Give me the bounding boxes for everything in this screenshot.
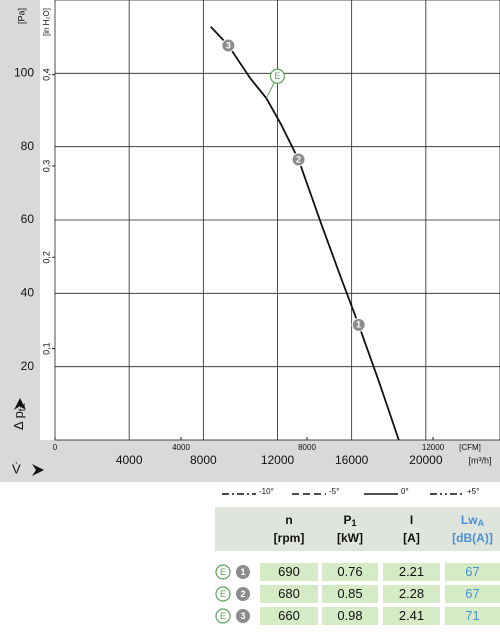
operating-point bbox=[221, 38, 236, 53]
x2-tick-label: 4000 bbox=[172, 443, 190, 452]
table-header: LwA bbox=[461, 513, 485, 528]
table-cell: 67 bbox=[465, 586, 479, 601]
legend-label: -10° bbox=[259, 487, 274, 496]
x-unit: [m³/h] bbox=[468, 455, 491, 465]
header-sub: 1 bbox=[352, 518, 357, 528]
table-cell: 680 bbox=[278, 586, 300, 601]
annotation-label: E bbox=[274, 71, 280, 81]
y2-tick-label: 0,4 bbox=[41, 68, 51, 81]
operating-point bbox=[291, 152, 306, 167]
x2-tick-label: 8000 bbox=[298, 443, 316, 452]
table-cell-bg bbox=[445, 585, 500, 603]
table-header: n bbox=[285, 513, 292, 527]
table-cell-bg bbox=[260, 585, 318, 603]
row-mode: E bbox=[220, 589, 226, 599]
row-mode-marker bbox=[215, 608, 231, 624]
table-header-unit: [rpm] bbox=[274, 531, 305, 545]
x-tick-label: 8000 bbox=[190, 453, 217, 467]
operating-point bbox=[351, 317, 366, 332]
header-sub: A bbox=[478, 518, 485, 528]
y2-unit: [in H₂O] bbox=[42, 8, 51, 36]
table-header: P1 bbox=[343, 513, 356, 528]
x-tick-label: 20000 bbox=[409, 453, 443, 467]
row-point: 3 bbox=[240, 611, 245, 621]
table-cell: 2.21 bbox=[399, 564, 424, 579]
y-unit: [Pa] bbox=[16, 8, 26, 24]
table-header-unit: [dB(A)] bbox=[452, 531, 493, 545]
table-cell: 690 bbox=[278, 564, 300, 579]
row-point-marker bbox=[236, 587, 250, 601]
table-cell-bg bbox=[383, 563, 440, 581]
legend-label: +5° bbox=[467, 487, 479, 496]
x-tick-label: 4000 bbox=[116, 453, 143, 467]
row-mode-marker bbox=[215, 586, 231, 602]
curve bbox=[210, 26, 400, 441]
table-header-unit: [kW] bbox=[337, 531, 363, 545]
x-tick-label: 12000 bbox=[261, 453, 295, 467]
x2-tick-label: 0 bbox=[53, 443, 58, 452]
y-tick-label: 40 bbox=[21, 286, 35, 300]
table-cell: 71 bbox=[465, 608, 479, 623]
table-header-bg bbox=[215, 507, 500, 551]
y-axis-arrow bbox=[14, 398, 26, 410]
y-tick-label: 60 bbox=[21, 212, 35, 226]
x2-tick-label: 12000 bbox=[422, 443, 445, 452]
table-cell-bg bbox=[322, 563, 378, 581]
table-cell-bg bbox=[322, 607, 378, 625]
row-mode: E bbox=[220, 611, 226, 621]
table-cell-bg bbox=[260, 607, 318, 625]
x-axis-label: V̇ bbox=[12, 461, 21, 476]
legend-label: -5° bbox=[329, 487, 339, 496]
legend-label: 0° bbox=[401, 487, 409, 496]
header-text: n bbox=[285, 513, 292, 527]
table-cell-bg bbox=[383, 607, 440, 625]
row-point: 2 bbox=[240, 589, 245, 599]
y-tick-label: 20 bbox=[21, 359, 35, 373]
y-axis-band bbox=[0, 0, 40, 440]
table-cell: 2.28 bbox=[399, 586, 424, 601]
table-cell-bg bbox=[383, 585, 440, 603]
table-cell: 660 bbox=[278, 608, 300, 623]
row-point: 1 bbox=[240, 567, 245, 577]
header-text: Lw bbox=[461, 513, 478, 527]
table-header: I bbox=[410, 513, 413, 527]
y-axis-label-main: Δ p bbox=[11, 411, 26, 430]
operating-point-label: 1 bbox=[356, 320, 361, 330]
table-cell: 0.85 bbox=[337, 586, 362, 601]
x2-unit: [CFM] bbox=[459, 443, 481, 452]
x-axis-arrow bbox=[32, 464, 44, 476]
operating-point-label: 2 bbox=[296, 154, 301, 164]
y-tick-label: 80 bbox=[21, 139, 35, 153]
row-point-marker bbox=[236, 565, 250, 579]
x-axis-band bbox=[0, 440, 500, 482]
table-cell-bg bbox=[260, 563, 318, 581]
y-tick-label: 100 bbox=[14, 66, 34, 80]
table-cell: 2.41 bbox=[399, 608, 424, 623]
operating-point-label: 3 bbox=[226, 40, 231, 50]
table-cell: 0.98 bbox=[337, 608, 362, 623]
annotation-leader bbox=[265, 82, 275, 99]
table-cell-bg bbox=[445, 563, 500, 581]
x-tick-label: 16000 bbox=[335, 453, 369, 467]
annotation-marker bbox=[269, 68, 285, 84]
header-text: I bbox=[410, 513, 413, 527]
row-mode: E bbox=[220, 567, 226, 577]
table-cell-bg bbox=[322, 585, 378, 603]
y2-tick-label: 0,2 bbox=[41, 251, 51, 264]
y2-tick-label: 0,3 bbox=[41, 160, 51, 173]
table-cell-bg bbox=[445, 607, 500, 625]
y2-tick-label: 0,1 bbox=[41, 342, 51, 355]
table-cell: 0.76 bbox=[337, 564, 362, 579]
row-point-marker bbox=[236, 609, 250, 623]
table-header-unit: [A] bbox=[403, 531, 420, 545]
table-cell: 67 bbox=[465, 564, 479, 579]
row-mode-marker bbox=[215, 564, 231, 580]
header-text: P bbox=[343, 513, 351, 527]
